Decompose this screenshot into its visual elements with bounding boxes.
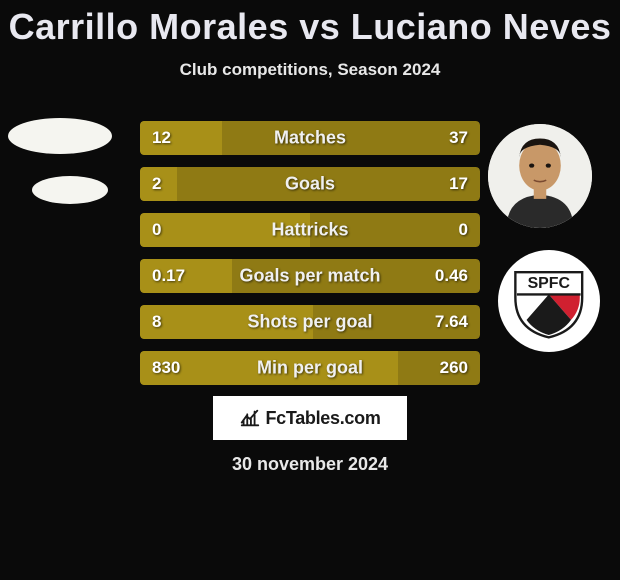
stat-value-right: 7.64: [435, 312, 468, 332]
club-right-text: SPFC: [528, 275, 571, 292]
stat-label: Shots per goal: [140, 312, 480, 333]
stat-value-right: 260: [440, 358, 468, 378]
stat-label: Matches: [140, 128, 480, 149]
stat-label: Goals: [140, 174, 480, 195]
stat-value-right: 0: [459, 220, 468, 240]
stat-row: 8Shots per goal7.64: [140, 305, 480, 339]
stat-value-right: 0.46: [435, 266, 468, 286]
comparison-infographic: Carrillo Morales vs Luciano Neves Club c…: [0, 0, 620, 580]
stats-bars: 12Matches37 2Goals17 0Hattricks0 0.17Goals …: [140, 121, 480, 397]
stat-label: Hattricks: [140, 220, 480, 241]
stat-row: 830Min per goal260: [140, 351, 480, 385]
stat-label: Min per goal: [140, 358, 480, 379]
player-left-avatar: [8, 118, 112, 154]
stat-value-right: 37: [449, 128, 468, 148]
page-title: Carrillo Morales vs Luciano Neves: [0, 0, 620, 48]
player-right-avatar: [488, 124, 592, 228]
subtitle: Club competitions, Season 2024: [0, 60, 620, 80]
date-text: 30 november 2024: [0, 454, 620, 475]
stat-value-right: 17: [449, 174, 468, 194]
branding-text: FcTables.com: [265, 408, 380, 429]
stat-row: 2Goals17: [140, 167, 480, 201]
club-right-logo: SPFC: [498, 250, 600, 352]
chart-icon: [239, 407, 261, 429]
stat-label: Goals per match: [140, 266, 480, 287]
stat-row: 0Hattricks0: [140, 213, 480, 247]
stat-row: 0.17Goals per match0.46: [140, 259, 480, 293]
branding-badge[interactable]: FcTables.com: [213, 396, 407, 440]
stat-row: 12Matches37: [140, 121, 480, 155]
club-left-logo: [32, 176, 108, 204]
